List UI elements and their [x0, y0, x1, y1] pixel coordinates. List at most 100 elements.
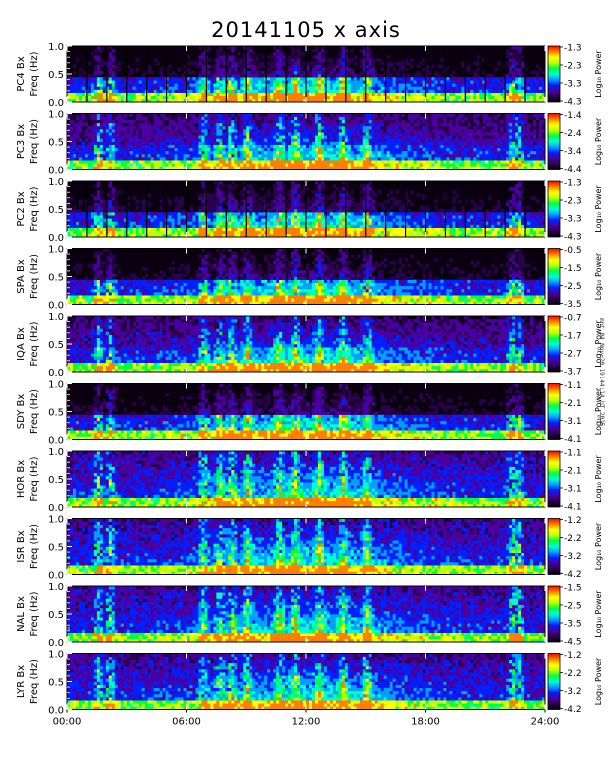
x-tick-label: 18:00: [411, 717, 440, 728]
y-axis-label-isr: Freq (Hz): [29, 524, 40, 569]
colorbar-tick-label-pc4: -4.3: [564, 98, 582, 108]
colorbar-tick-label-lyr: -3.2: [564, 687, 582, 697]
y-tick-label-sdy: 0.0: [48, 436, 64, 447]
colorbar-label-spa: Log₁₀ Power: [594, 252, 603, 300]
x-tick-label: 24:00: [531, 717, 560, 728]
colorbar-lyr: [548, 654, 560, 710]
y-axis-label-sdy: Freq (Hz): [29, 389, 40, 434]
y-tick-label-pc4: 1.0: [48, 42, 64, 53]
panel-label-spa: SPA Bx: [16, 259, 27, 294]
y-tick-label-pc4: 0.5: [48, 70, 64, 81]
colorbar-tick-label-nal: -3.5: [564, 620, 582, 630]
colorbar-tick-label-isr: -4.2: [564, 570, 582, 580]
y-tick-label-pc2: 0.5: [48, 205, 64, 216]
y-tick-label-pc3: 0.0: [48, 166, 64, 177]
y-tick-label-iqa: 0.5: [48, 340, 64, 351]
y-tick-label-hor: 0.0: [48, 503, 64, 514]
panel-label-hor: HOR Bx: [16, 460, 27, 498]
y-tick-label-iqa: 0.0: [48, 368, 64, 379]
colorbar-pc3: [548, 114, 560, 170]
x-tick-label: 06:00: [172, 717, 201, 728]
y-axis-label-lyr: Freq (Hz): [29, 659, 40, 704]
y-tick-label-nal: 0.5: [48, 610, 64, 621]
y-tick-label-spa: 0.0: [48, 301, 64, 312]
y-tick-label-isr: 0.5: [48, 543, 64, 554]
y-tick-label-nal: 1.0: [48, 582, 64, 593]
colorbar-tick-label-pc4: -2.3: [564, 62, 582, 72]
y-tick-label-spa: 0.5: [48, 273, 64, 284]
y-axis-label-spa: Freq (Hz): [29, 254, 40, 299]
y-tick-label-lyr: 0.0: [48, 706, 64, 717]
y-axis-label-nal: Freq (Hz): [29, 591, 40, 636]
colorbar-tick-label-spa: -0.5: [564, 246, 582, 256]
panel-label-pc2: PC2 Bx: [16, 191, 27, 226]
colorbar-tick-label-sdy: -1.1: [564, 381, 582, 391]
colorbar-tick-label-lyr: -4.2: [564, 705, 582, 715]
colorbar-tick-label-pc2: -2.3: [564, 197, 582, 207]
colorbar-hor: [548, 451, 560, 507]
y-tick-label-hor: 0.5: [48, 475, 64, 486]
y-tick-label-pc4: 0.0: [48, 98, 64, 109]
colorbar-tick-label-sdy: -2.1: [564, 399, 582, 409]
y-tick-label-hor: 1.0: [48, 447, 64, 458]
colorbar-label-hor: Log₁₀ Power: [594, 455, 603, 503]
y-axis-label-pc4: Freq (Hz): [29, 51, 40, 96]
colorbar-label-pc4: Log₁₀ Power: [594, 50, 603, 98]
colorbar-label-pc2: Log₁₀ Power: [594, 185, 603, 233]
spectrogram-iqa: [67, 316, 545, 372]
colorbar-tick-label-pc2: -3.3: [564, 215, 582, 225]
colorbar-tick-label-pc3: -3.4: [564, 147, 582, 157]
colorbar-tick-label-spa: -3.5: [564, 300, 582, 310]
colorbar-nal: [548, 586, 560, 642]
y-tick-label-pc2: 0.0: [48, 233, 64, 244]
colorbar-tick-label-sdy: -3.1: [564, 417, 582, 427]
colorbar-tick-label-iqa: -2.7: [564, 350, 582, 360]
y-tick-label-nal: 0.0: [48, 638, 64, 649]
colorbar-label-isr: Log₁₀ Power: [594, 522, 603, 570]
colorbar-tick-label-spa: -2.5: [564, 282, 582, 292]
colorbar-pc4: [548, 46, 560, 102]
y-tick-label-lyr: 0.5: [48, 678, 64, 689]
colorbar-tick-label-pc2: -4.3: [564, 233, 582, 243]
y-tick-label-sdy: 0.5: [48, 408, 64, 419]
spectrogram-pc3: [67, 114, 545, 170]
colorbar-tick-label-spa: -1.5: [564, 264, 582, 274]
colorbar-pc2: [548, 181, 560, 237]
colorbar-tick-label-hor: -4.1: [564, 503, 582, 513]
panel-label-sdy: SDY Bx: [16, 394, 27, 430]
x-tick-label: 12:00: [292, 717, 321, 728]
y-tick-label-iqa: 1.0: [48, 312, 64, 323]
colorbar-tick-label-hor: -1.1: [564, 449, 582, 459]
colorbar-tick-label-pc2: -1.3: [564, 179, 582, 189]
colorbar-tick-label-nal: -4.5: [564, 638, 582, 648]
colorbar-tick-label-iqa: -1.7: [564, 332, 582, 342]
spectrogram-nal: [67, 586, 545, 642]
y-tick-label-isr: 1.0: [48, 515, 64, 526]
colorbar-tick-label-isr: -2.2: [564, 534, 582, 544]
colorbar-tick-label-pc4: -1.3: [564, 44, 582, 54]
colorbar-tick-label-pc3: -2.4: [564, 129, 582, 139]
panel-label-lyr: LYR Bx: [16, 665, 27, 698]
colorbar-isr: [548, 519, 560, 575]
colorbar-tick-label-iqa: -3.7: [564, 368, 582, 378]
colorbar-tick-label-iqa: -0.7: [564, 314, 582, 324]
colorbar-tick-label-pc4: -3.3: [564, 80, 582, 90]
y-tick-label-sdy: 1.0: [48, 380, 64, 391]
spectrogram-hor: [67, 451, 545, 507]
colorbar-label-nal: Log₁₀ Power: [594, 590, 603, 638]
y-tick-label-pc3: 0.5: [48, 138, 64, 149]
colorbar-tick-label-lyr: -1.2: [564, 651, 582, 661]
colorbar-spa: [548, 249, 560, 305]
y-axis-label-pc3: Freq (Hz): [29, 119, 40, 164]
y-tick-label-spa: 1.0: [48, 245, 64, 256]
chart-title: 20141105 x axis: [0, 18, 612, 42]
colorbar-tick-label-nal: -1.5: [564, 584, 582, 594]
colorbar-tick-label-pc3: -4.4: [564, 165, 582, 175]
colorbar-tick-label-hor: -2.1: [564, 467, 582, 477]
panel-label-isr: ISR Bx: [16, 530, 27, 562]
y-tick-label-lyr: 1.0: [48, 650, 64, 661]
y-axis-label-hor: Freq (Hz): [29, 456, 40, 501]
y-tick-label-pc3: 1.0: [48, 110, 64, 121]
